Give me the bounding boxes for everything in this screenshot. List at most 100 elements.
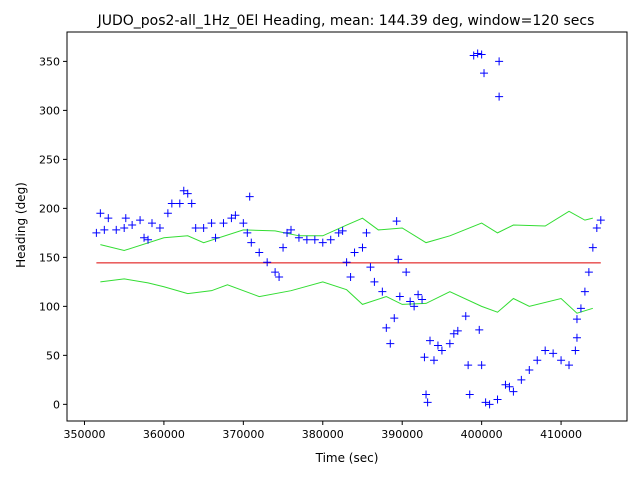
plus-marker bbox=[334, 228, 343, 237]
series-line bbox=[100, 210, 593, 252]
plus-marker bbox=[453, 326, 462, 335]
plus-marker bbox=[410, 302, 419, 311]
series-line bbox=[100, 278, 593, 314]
plus-marker bbox=[247, 238, 256, 247]
plus-marker bbox=[588, 243, 597, 252]
plus-marker bbox=[167, 199, 176, 208]
plus-marker bbox=[576, 304, 585, 313]
plus-marker bbox=[370, 277, 379, 286]
plus-marker bbox=[525, 366, 534, 375]
plus-marker bbox=[495, 57, 504, 66]
plus-marker bbox=[422, 390, 431, 399]
plus-marker bbox=[136, 216, 145, 225]
x-axis-label: Time (sec) bbox=[315, 451, 379, 465]
y-tick-label: 350 bbox=[39, 55, 60, 68]
plus-marker bbox=[128, 221, 137, 230]
plus-marker bbox=[592, 223, 601, 232]
x-tick-label: 380000 bbox=[302, 428, 344, 441]
plus-marker bbox=[501, 380, 510, 389]
plus-marker bbox=[140, 233, 149, 242]
plus-marker bbox=[541, 346, 550, 355]
x-tick-label: 390000 bbox=[381, 428, 423, 441]
plus-marker bbox=[187, 199, 196, 208]
plus-marker bbox=[549, 349, 558, 358]
plus-marker bbox=[211, 233, 220, 242]
plus-marker bbox=[445, 339, 454, 348]
plus-marker bbox=[163, 209, 172, 218]
plus-marker bbox=[437, 346, 446, 355]
plus-marker bbox=[392, 217, 401, 226]
plus-marker bbox=[112, 225, 121, 234]
plus-marker bbox=[366, 263, 375, 272]
y-tick-label: 150 bbox=[39, 251, 60, 264]
plus-marker bbox=[426, 336, 435, 345]
plus-marker bbox=[310, 235, 319, 244]
plus-marker bbox=[386, 339, 395, 348]
plus-marker bbox=[231, 211, 240, 220]
plus-marker bbox=[572, 333, 581, 342]
plus-marker bbox=[477, 361, 486, 370]
plus-marker bbox=[572, 315, 581, 324]
plus-marker bbox=[533, 356, 542, 365]
plus-marker bbox=[342, 258, 351, 267]
plus-marker bbox=[596, 216, 605, 225]
plus-marker bbox=[279, 243, 288, 252]
plus-marker bbox=[245, 192, 254, 201]
plus-marker bbox=[402, 268, 411, 277]
x-tick-label: 360000 bbox=[143, 428, 185, 441]
plus-marker bbox=[469, 51, 478, 60]
plus-marker bbox=[461, 312, 470, 321]
y-tick-label: 300 bbox=[39, 104, 60, 117]
plus-marker bbox=[406, 297, 415, 306]
plus-marker bbox=[199, 223, 208, 232]
x-tick-label: 370000 bbox=[222, 428, 264, 441]
plus-marker bbox=[493, 395, 502, 404]
plus-marker bbox=[120, 223, 129, 232]
plus-marker bbox=[362, 228, 371, 237]
plus-marker bbox=[414, 290, 423, 299]
plus-marker bbox=[475, 325, 484, 334]
plus-marker bbox=[263, 258, 272, 267]
plus-marker bbox=[477, 50, 486, 59]
plus-marker bbox=[243, 228, 252, 237]
plus-marker bbox=[155, 223, 164, 232]
y-axis-label: Heading (deg) bbox=[14, 182, 28, 268]
plus-marker bbox=[175, 199, 184, 208]
plus-marker bbox=[294, 233, 303, 242]
plus-marker bbox=[584, 268, 593, 277]
plus-marker bbox=[302, 235, 311, 244]
plus-marker bbox=[481, 398, 490, 407]
plus-marker bbox=[517, 375, 526, 384]
plus-marker bbox=[326, 235, 335, 244]
plus-marker bbox=[378, 287, 387, 296]
plus-marker bbox=[557, 356, 566, 365]
plus-marker bbox=[418, 295, 427, 304]
y-tick-label: 200 bbox=[39, 202, 60, 215]
y-tick-label: 100 bbox=[39, 300, 60, 313]
plus-marker bbox=[465, 390, 474, 399]
plus-marker bbox=[207, 219, 216, 228]
x-tick-label: 400000 bbox=[461, 428, 503, 441]
plus-marker bbox=[480, 69, 489, 78]
plus-marker bbox=[275, 272, 284, 281]
plus-marker bbox=[144, 235, 153, 244]
plus-marker bbox=[147, 219, 156, 228]
plus-marker bbox=[565, 361, 574, 370]
plus-marker bbox=[287, 225, 295, 234]
plus-marker bbox=[394, 255, 403, 264]
plus-marker bbox=[100, 225, 109, 234]
x-tick-label: 350000 bbox=[63, 428, 105, 441]
plus-marker bbox=[350, 248, 359, 257]
plus-marker bbox=[104, 214, 113, 223]
plus-marker bbox=[358, 243, 367, 252]
plus-marker bbox=[580, 287, 589, 296]
plus-marker bbox=[121, 214, 130, 223]
plus-marker bbox=[338, 226, 347, 235]
plus-marker bbox=[219, 219, 228, 228]
plus-marker bbox=[485, 400, 494, 409]
plus-marker bbox=[571, 346, 580, 355]
plus-marker bbox=[473, 49, 482, 58]
plus-marker bbox=[509, 387, 518, 396]
plus-marker bbox=[390, 314, 399, 323]
